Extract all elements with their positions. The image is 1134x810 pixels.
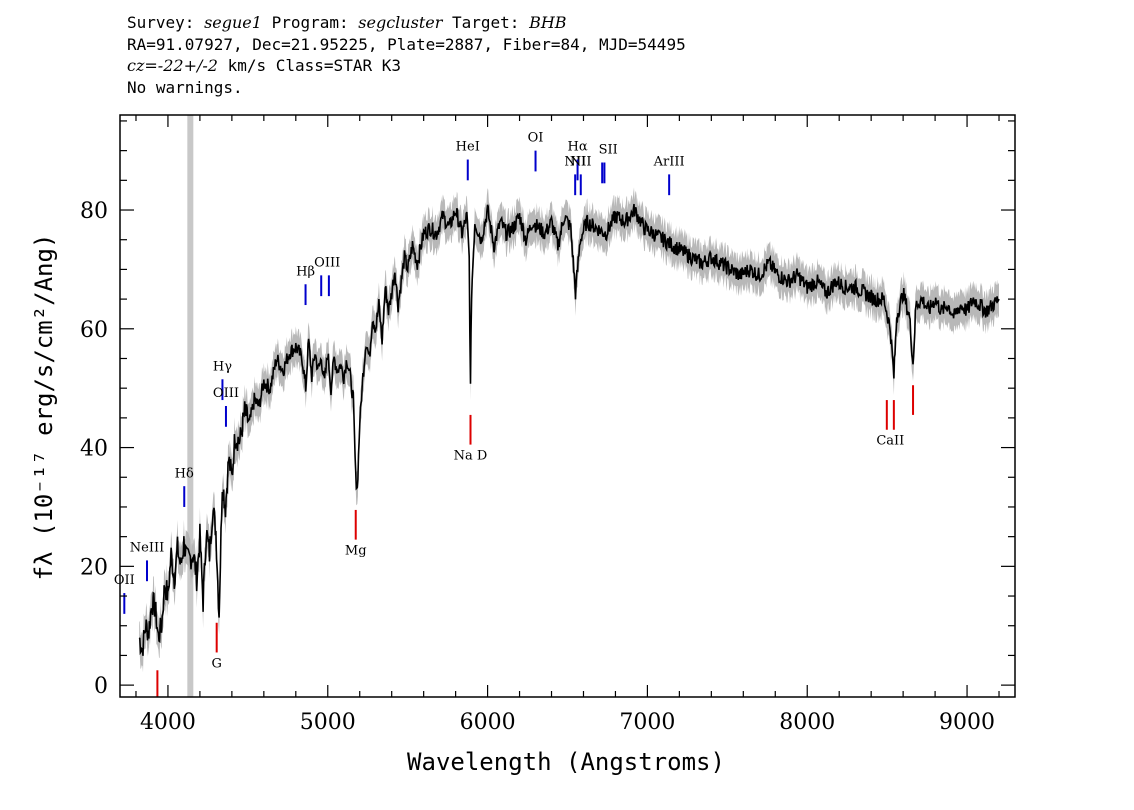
axes-layer: 4000 5000 6000 7000 8000 9000 0 20 40 60 80 xyxy=(80,114,1016,735)
emission-line-label: HeI xyxy=(456,140,480,155)
emission-line-label: Hα xyxy=(568,140,588,155)
spectral-lines-layer: OIINeIIIHδHγOIIIHβOIIIHeIOINIIHαNIISIIAr… xyxy=(114,131,915,697)
cz-unit-class: km/s Class=STAR K3 xyxy=(227,56,401,75)
y-tick-label: 40 xyxy=(80,437,108,462)
emission-line-label: OI xyxy=(528,131,544,146)
error-band-layer xyxy=(139,187,999,673)
emission-line-label: NII xyxy=(570,154,592,169)
absorption-line-label: G xyxy=(211,656,221,671)
emission-line-label: OII xyxy=(114,573,135,588)
cz-value: -22+/-2 xyxy=(157,56,218,75)
emission-line-label: OIII xyxy=(213,386,239,401)
program-label: Program: xyxy=(271,13,349,32)
emission-line-label: Hβ xyxy=(296,264,315,279)
absorption-line-label: CaII xyxy=(876,434,904,449)
y-tick-label: 80 xyxy=(80,199,108,224)
header-line-1: Survey: segue1 Program: segcluster Targe… xyxy=(127,12,686,34)
x-axis-title: Wavelength (Angstroms) xyxy=(407,748,725,776)
survey-value: segue1 xyxy=(204,13,262,32)
y-tick-label: 0 xyxy=(94,674,108,699)
emission-line-label: ArIII xyxy=(653,154,685,169)
absorption-line-label: Na D xyxy=(454,448,488,463)
x-tick-label: 7000 xyxy=(619,710,675,735)
warnings-line: No warnings. xyxy=(127,77,243,97)
error-band xyxy=(139,187,999,673)
y-tick-label: 20 xyxy=(80,555,108,580)
spectrum-line xyxy=(138,203,1000,656)
header-line-3: cz=-22+/-2 km/s Class=STAR K3 xyxy=(127,55,686,77)
emission-line-label: Hδ xyxy=(175,466,194,481)
masked-band xyxy=(187,115,194,697)
y-tick-label: 60 xyxy=(80,318,108,343)
survey-label: Survey: xyxy=(127,13,195,32)
masked-band-layer xyxy=(187,115,194,697)
program-value: segcluster xyxy=(358,13,443,32)
spectrum-header: Survey: segue1 Program: segcluster Targe… xyxy=(127,12,686,98)
x-tick-label: 8000 xyxy=(779,710,835,735)
absorption-line-label: Mg xyxy=(345,543,367,558)
target-label: Target: xyxy=(452,13,520,32)
plot-frame xyxy=(119,114,1016,698)
emission-line-label: NII xyxy=(564,154,586,169)
spectrum-layer xyxy=(138,203,1000,656)
x-tick-label: 5000 xyxy=(300,710,356,735)
header-line-2: RA=91.07927, Dec=21.95225, Plate=2887, F… xyxy=(127,34,686,54)
emission-line-label: NeIII xyxy=(130,541,164,556)
emission-line-label: OIII xyxy=(314,255,340,270)
x-tick-label: 9000 xyxy=(939,710,995,735)
x-tick-label: 4000 xyxy=(140,710,196,735)
target-value: BHB xyxy=(529,13,567,32)
cz-label: cz= xyxy=(127,56,158,75)
x-tick-label: 6000 xyxy=(460,710,516,735)
emission-line-label: SII xyxy=(599,143,618,158)
emission-line-label: Hγ xyxy=(213,359,232,374)
y-axis-title: fλ (10⁻¹⁷ erg/s/cm²/Ang) xyxy=(30,234,58,581)
